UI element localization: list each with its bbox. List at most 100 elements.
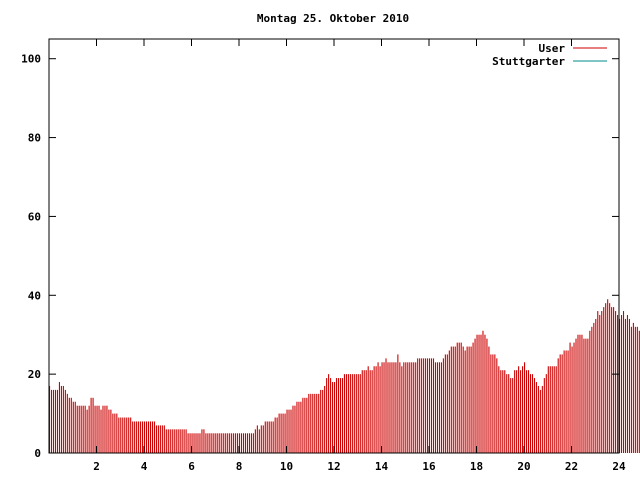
bar xyxy=(334,382,336,453)
bar xyxy=(545,374,547,453)
bar xyxy=(353,374,355,453)
bar xyxy=(490,354,492,453)
x-tick-label: 20 xyxy=(517,460,530,473)
bar xyxy=(537,385,539,453)
bar xyxy=(533,378,535,453)
bar xyxy=(151,421,154,453)
bar xyxy=(601,311,603,453)
bar xyxy=(476,334,478,453)
bar xyxy=(581,334,583,453)
bar xyxy=(421,358,423,453)
y-tick-label: 60 xyxy=(28,210,41,223)
bar xyxy=(227,433,229,453)
bar xyxy=(387,362,389,453)
bar xyxy=(284,413,286,453)
bar xyxy=(448,350,450,453)
bar xyxy=(128,417,130,453)
bar xyxy=(512,378,514,453)
bar xyxy=(64,389,66,453)
bar xyxy=(341,378,344,453)
bar xyxy=(613,307,615,453)
bar xyxy=(454,346,456,453)
bar xyxy=(50,389,53,453)
bar xyxy=(294,405,296,453)
bar xyxy=(134,421,136,453)
bar xyxy=(549,366,551,453)
bar xyxy=(375,366,377,453)
bar xyxy=(620,315,623,453)
bar xyxy=(399,362,401,453)
bar xyxy=(306,397,308,453)
bar xyxy=(256,425,258,453)
bar xyxy=(244,433,247,453)
bar xyxy=(266,421,268,453)
bar xyxy=(136,421,138,453)
bar xyxy=(177,429,179,453)
bar xyxy=(385,358,387,453)
bar xyxy=(401,366,403,453)
bar xyxy=(147,421,150,453)
bar xyxy=(630,326,632,453)
bar xyxy=(155,425,157,453)
bar xyxy=(557,358,559,453)
bar xyxy=(165,429,167,453)
bar xyxy=(225,433,227,453)
bar xyxy=(419,358,421,453)
bar xyxy=(423,358,425,453)
bar xyxy=(298,401,300,453)
bar xyxy=(233,433,235,453)
bar xyxy=(94,405,96,453)
bar xyxy=(296,401,298,453)
bar xyxy=(579,334,581,453)
bar xyxy=(167,429,169,453)
bar xyxy=(322,389,324,453)
bar xyxy=(429,358,431,453)
bar xyxy=(634,326,636,453)
bar xyxy=(514,370,516,453)
bar xyxy=(242,433,245,453)
bar xyxy=(124,417,126,453)
bar xyxy=(444,354,446,453)
bar xyxy=(240,433,243,453)
bar xyxy=(98,405,100,453)
bar xyxy=(561,354,563,453)
legend-label: User xyxy=(539,42,566,55)
x-tick-label: 4 xyxy=(141,460,148,473)
bar xyxy=(80,405,82,453)
bar xyxy=(524,362,526,453)
bar xyxy=(189,433,191,453)
bar xyxy=(355,374,357,453)
bar xyxy=(474,338,476,453)
bar xyxy=(316,393,318,453)
bar xyxy=(430,358,433,453)
bar xyxy=(132,421,134,453)
bar xyxy=(219,433,221,453)
bar xyxy=(531,374,534,453)
bar xyxy=(585,338,587,453)
bar xyxy=(603,307,605,453)
legend-label: Stuttgarter xyxy=(492,55,565,68)
bar xyxy=(159,425,161,453)
bar xyxy=(383,362,385,453)
bar xyxy=(112,413,114,453)
bar xyxy=(415,362,417,453)
bar xyxy=(381,362,383,453)
bar xyxy=(239,433,241,453)
x-tick-label: 18 xyxy=(470,460,483,473)
bar xyxy=(250,433,252,453)
bar xyxy=(163,425,165,453)
bar xyxy=(288,409,290,453)
bar xyxy=(597,311,599,453)
bar xyxy=(482,330,484,453)
bar xyxy=(539,389,541,453)
bar xyxy=(195,433,197,453)
bar xyxy=(615,311,617,453)
bar xyxy=(318,393,320,453)
bar xyxy=(252,433,254,453)
bar xyxy=(379,366,381,453)
bar xyxy=(559,354,561,453)
bar xyxy=(86,409,88,453)
y-tick-label: 100 xyxy=(21,53,41,66)
bar xyxy=(138,421,140,453)
